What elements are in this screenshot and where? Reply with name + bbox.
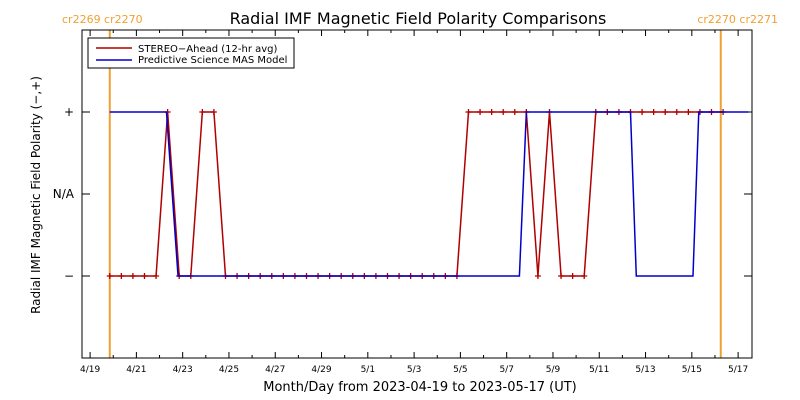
x-tick-label: 4/29 xyxy=(311,365,331,375)
x-axis-ticks: 4/19 4/21 4/23 4/25 4/27 4/29 5/1 5/3 5/5 5/7 5/9 5… xyxy=(80,30,748,375)
cr-marker-label-right: cr2270 cr2271 xyxy=(697,13,778,26)
data-point-marker xyxy=(685,109,692,115)
plot-frame xyxy=(81,29,753,359)
data-point-marker xyxy=(569,273,576,279)
data-point-marker xyxy=(153,273,160,279)
x-tick-label: 5/9 xyxy=(546,365,561,375)
data-point-marker xyxy=(662,109,669,115)
x-tick-label: 5/15 xyxy=(682,365,702,375)
data-point-marker xyxy=(650,109,657,115)
x-tick-label: 5/17 xyxy=(728,365,748,375)
x-tick-label: 4/27 xyxy=(265,365,285,375)
y-axis-label: Radial IMF Magnetic Field Polarity (−,+) xyxy=(29,76,43,314)
data-point-marker xyxy=(199,109,206,115)
y-tick-label: N/A xyxy=(53,187,75,201)
data-point-marker xyxy=(639,109,646,115)
data-point-marker xyxy=(465,109,472,115)
y-tick-label: − xyxy=(64,269,74,283)
data-point-marker xyxy=(673,109,680,115)
data-point-marker xyxy=(210,109,217,115)
data-point-marker xyxy=(488,109,495,115)
data-point-marker xyxy=(129,273,136,279)
x-tick-label: 5/13 xyxy=(635,365,655,375)
x-axis-label: Month/Day from 2023-04-19 to 2023-05-17 … xyxy=(263,380,576,395)
x-tick-label: 5/11 xyxy=(589,365,609,375)
chart-title: Radial IMF Magnetic Field Polarity Compa… xyxy=(230,9,607,28)
x-tick-label: 4/21 xyxy=(126,365,146,375)
legend-label-stereo: STEREO−Ahead (12-hr avg) xyxy=(138,44,278,55)
x-tick-label: 5/7 xyxy=(499,365,513,375)
series-line-1 xyxy=(109,111,749,277)
y-axis-ticks: + N/A − xyxy=(53,105,752,283)
x-tick-label: 5/3 xyxy=(407,365,421,375)
legend-label-model: Predictive Science MAS Model xyxy=(138,55,287,66)
data-point-marker xyxy=(118,273,125,279)
data-point-marker xyxy=(500,109,507,115)
x-tick-label: 4/25 xyxy=(219,365,239,375)
x-tick-label: 5/1 xyxy=(361,365,375,375)
data-point-marker xyxy=(477,109,484,115)
legend-box xyxy=(87,37,295,69)
x-tick-label: 4/19 xyxy=(80,365,100,375)
series-layer xyxy=(106,109,749,279)
y-tick-label: + xyxy=(64,105,74,119)
data-point-marker xyxy=(511,109,518,115)
x-tick-label: 4/23 xyxy=(173,365,193,375)
cr-marker-label-left: cr2269 cr2270 xyxy=(62,13,143,26)
legend: STEREO−Ahead (12-hr avg) Predictive Scie… xyxy=(87,37,295,69)
x-tick-label: 5/5 xyxy=(453,365,467,375)
data-point-marker xyxy=(106,273,113,279)
data-point-marker xyxy=(558,273,565,279)
data-point-marker xyxy=(141,273,148,279)
data-point-marker xyxy=(581,273,588,279)
data-point-marker xyxy=(534,273,541,279)
carrington-rotation-lines xyxy=(108,30,722,358)
